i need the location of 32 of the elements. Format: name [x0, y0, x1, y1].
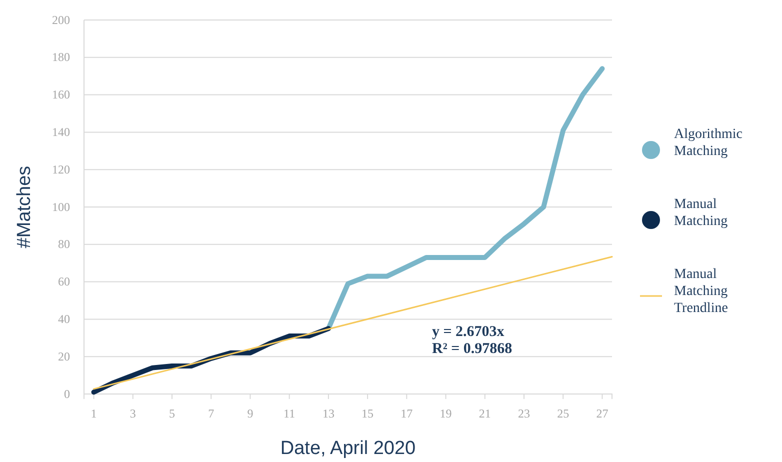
y-tick-label: 120 — [52, 162, 70, 176]
x-tick-label: 7 — [208, 406, 214, 421]
x-axis-title: Date, April 2020 — [280, 438, 416, 459]
y-tick-label: 100 — [52, 200, 70, 214]
x-tick-label: 9 — [247, 406, 254, 421]
x-tick-label: 23 — [518, 406, 530, 421]
x-tick-label: 15 — [362, 406, 374, 421]
legend-label: Algorithmic Matching — [674, 127, 742, 159]
y-tick-label: 0 — [64, 386, 70, 401]
x-tick-label: 17 — [400, 406, 413, 421]
y-tick-label: 40 — [58, 312, 70, 326]
x-tick-label: 21 — [478, 406, 491, 421]
x-tick-label: 5 — [169, 406, 175, 421]
y-tick-label: 200 — [52, 12, 70, 27]
y-tick-label: 60 — [58, 274, 70, 289]
x-tick-label: 19 — [440, 406, 452, 421]
y-tick-label: 140 — [52, 125, 70, 140]
x-tick-label: 27 — [596, 406, 608, 421]
x-tick-label: 3 — [130, 406, 136, 421]
y-tick-label: 180 — [52, 50, 70, 64]
x-tick-label: 25 — [557, 406, 570, 421]
x-tick-label: 11 — [284, 406, 296, 421]
y-tick-label: 20 — [58, 349, 70, 364]
annotation: R² = 0.97868 — [432, 341, 512, 357]
legend-label: Manual Matching Trendline — [674, 267, 728, 316]
y-axis-title: #Matches — [14, 166, 35, 248]
legend-label: Manual Matching — [674, 197, 728, 229]
x-tick-label: 13 — [322, 406, 334, 421]
y-tick-label: 80 — [58, 237, 70, 252]
y-tick-label: 160 — [52, 88, 70, 102]
annotation: y = 2.6703x — [432, 324, 505, 340]
x-tick-label: 1 — [90, 406, 97, 421]
